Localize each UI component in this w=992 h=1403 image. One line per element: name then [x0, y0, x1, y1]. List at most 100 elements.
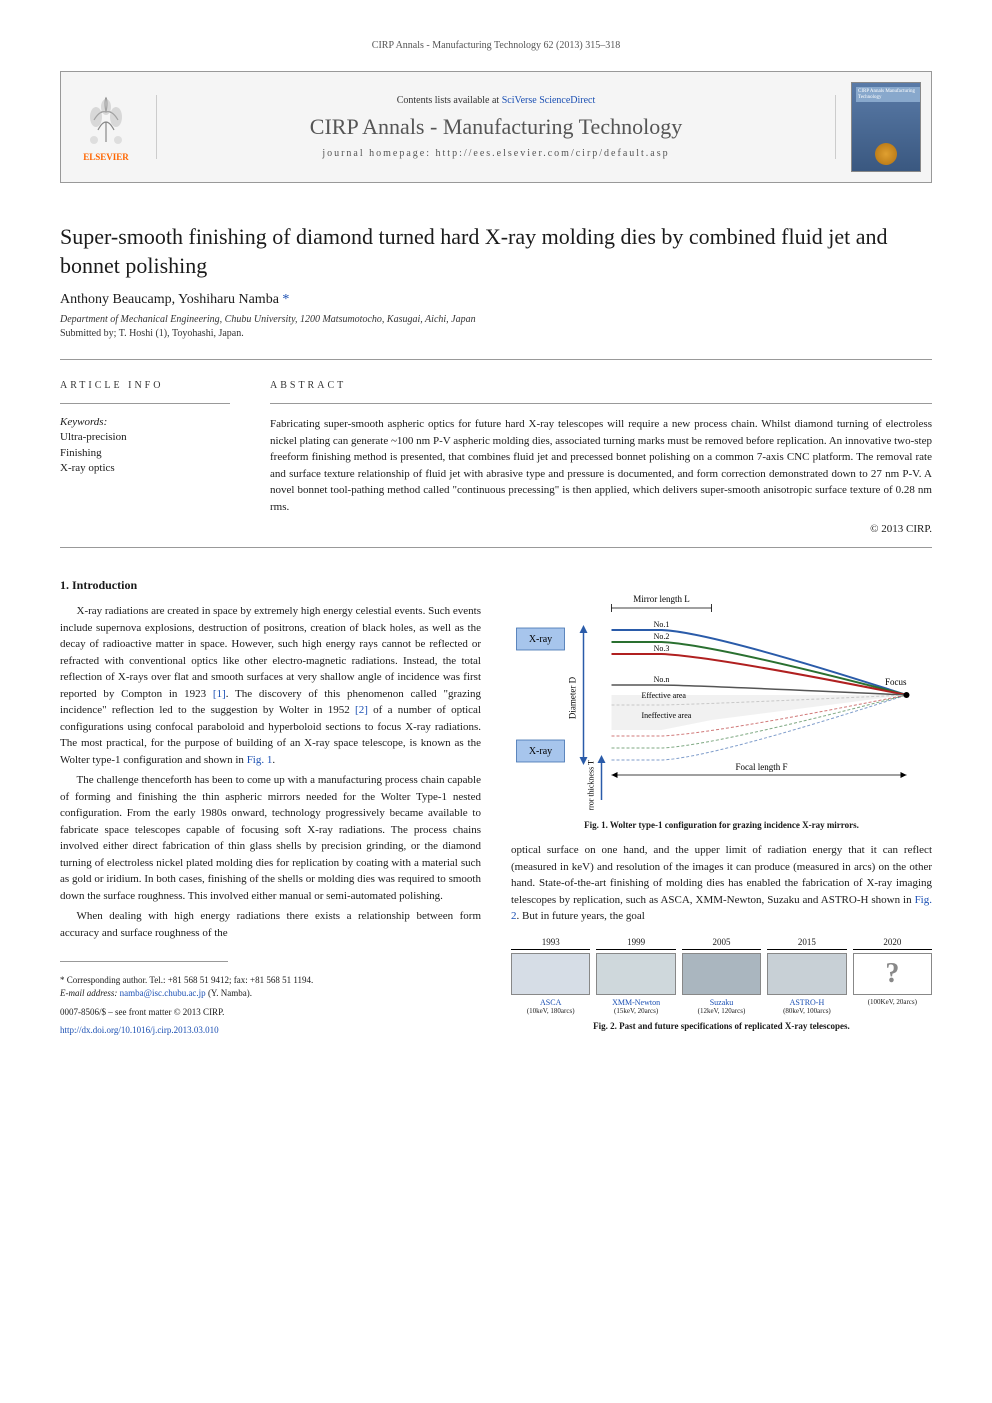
thickness-label: Mirror thickness T [587, 760, 596, 810]
elsevier-tree-icon [76, 92, 136, 152]
sciencedirect-link[interactable]: SciVerse ScienceDirect [502, 95, 596, 106]
figure-2: 1993ASCA(10keV, 180arcs)1999XMM-Newton(1… [511, 937, 932, 1031]
text: . But in future years, the goal [517, 910, 645, 922]
doi-link[interactable]: http://dx.doi.org/10.1016/j.cirp.2013.03… [60, 1025, 219, 1035]
journal-cover-thumbnail: CIRP Annals Manufacturing Technology [851, 82, 921, 172]
telescope-year: 1993 [511, 937, 590, 950]
meta-row: ARTICLE INFO Keywords: Ultra-precision F… [60, 380, 932, 535]
issn-line: 0007-8506/$ – see front matter © 2013 CI… [60, 1007, 481, 1017]
keyword: Ultra-precision [60, 430, 230, 445]
figure-2-caption: Fig. 2. Past and future specifications o… [511, 1021, 932, 1031]
abstract-text: Fabricating super-smooth aspheric optics… [270, 416, 932, 515]
focus-label: Focus [885, 677, 907, 687]
doi-line: http://dx.doi.org/10.1016/j.cirp.2013.03… [60, 1025, 481, 1035]
email-footnote: E-mail address: namba@isc.chubu.ac.jp (Y… [60, 987, 481, 1000]
divider [60, 403, 230, 404]
paragraph: X-ray radiations are created in space by… [60, 603, 481, 768]
figure-link[interactable]: Fig. 1 [247, 754, 273, 766]
author-names: Anthony Beaucamp, Yoshiharu Namba [60, 292, 279, 307]
info-heading: ARTICLE INFO [60, 380, 230, 391]
text: . [272, 754, 275, 766]
telescope-thumbnail [596, 953, 675, 995]
corresponding-marker[interactable]: * [282, 292, 289, 307]
shell-label: No.2 [654, 632, 670, 641]
focal-length-label: Focal length F [736, 762, 788, 772]
figure-1-caption: Fig. 1. Wolter type-1 configuration for … [511, 820, 932, 830]
corresponding-footnote: * Corresponding author. Tel.: +81 568 51… [60, 974, 481, 987]
telescope-spec: (80keV, 100arcs) [767, 1007, 846, 1015]
footnote-area: * Corresponding author. Tel.: +81 568 51… [60, 961, 481, 1035]
telescope-thumbnail [511, 953, 590, 995]
shell-label: No.1 [654, 620, 670, 629]
keyword: X-ray optics [60, 461, 230, 476]
ineffective-label: Ineffective area [642, 711, 692, 720]
publisher-logo: ELSEVIER [71, 87, 141, 167]
telescope-year: 1999 [596, 937, 675, 950]
affiliation: Department of Mechanical Engineering, Ch… [60, 314, 932, 325]
header-mid: Contents lists available at SciVerse Sci… [156, 95, 836, 159]
text: X-ray radiations are created in space by… [60, 605, 481, 700]
email-name: (Y. Namba). [206, 988, 252, 998]
telescope-year: 2015 [767, 937, 846, 950]
telescope-name: ASCA [511, 998, 590, 1007]
authors: Anthony Beaucamp, Yoshiharu Namba * [60, 292, 932, 308]
telescope-thumbnail: ? [853, 953, 932, 995]
left-column: 1. Introduction X-ray radiations are cre… [60, 578, 481, 1043]
telescope-item: 1999 XMM-Newton(15keV, 20arcs) [596, 937, 675, 1015]
body-columns: 1. Introduction X-ray radiations are cre… [60, 578, 932, 1043]
figure-1: Mirror length L X-ray X-ray Diameter D [511, 590, 932, 830]
submitted-by: Submitted by; T. Hoshi (1), Toyohashi, J… [60, 328, 932, 339]
footnote-rule [60, 961, 228, 962]
citation-link[interactable]: [1] [213, 688, 226, 700]
article-info: ARTICLE INFO Keywords: Ultra-precision F… [60, 380, 230, 535]
telescope-thumbnail [767, 953, 846, 995]
xray-label: X-ray [529, 634, 552, 645]
shell-label: No.n [654, 675, 670, 684]
cover-label: CIRP Annals Manufacturing Technology [856, 87, 920, 102]
abstract-heading: ABSTRACT [270, 380, 932, 391]
copyright: © 2013 CIRP. [270, 523, 932, 535]
keywords-list: Ultra-precision Finishing X-ray optics [60, 430, 230, 476]
telescope-name: ASTRO-H [767, 998, 846, 1007]
divider [60, 547, 932, 548]
shell-label: No.3 [654, 644, 670, 653]
journal-title: CIRP Annals - Manufacturing Technology [177, 114, 815, 140]
telescope-spec: (100KeV, 20arcs) [853, 998, 932, 1006]
contents-line: Contents lists available at SciVerse Sci… [177, 95, 815, 106]
telescope-thumbnail [682, 953, 761, 995]
text: optical surface on one hand, and the upp… [511, 844, 932, 906]
journal-homepage: journal homepage: http://ees.elsevier.co… [177, 148, 815, 159]
telescope-spec: (12keV, 120arcs) [682, 1007, 761, 1015]
divider [60, 359, 932, 360]
wolter-diagram: Mirror length L X-ray X-ray Diameter D [511, 590, 932, 810]
telescope-name: Suzaku [682, 998, 761, 1007]
telescope-name: XMM-Newton [596, 998, 675, 1007]
telescope-year: 2020 [853, 937, 932, 950]
email-label: E-mail address: [60, 988, 120, 998]
keyword: Finishing [60, 446, 230, 461]
citation-link[interactable]: [2] [355, 704, 368, 716]
mirror-length-label: Mirror length L [633, 594, 690, 604]
publisher-name: ELSEVIER [83, 152, 129, 162]
telescope-item: 2020? (100KeV, 20arcs) [853, 937, 932, 1006]
divider [270, 403, 932, 404]
section-heading: 1. Introduction [60, 578, 481, 593]
effective-label: Effective area [642, 691, 687, 700]
contents-text: Contents lists available at [397, 95, 502, 106]
running-header: CIRP Annals - Manufacturing Technology 6… [60, 40, 932, 51]
telescope-item: 1993 ASCA(10keV, 180arcs) [511, 937, 590, 1015]
paragraph: When dealing with high energy radiations… [60, 908, 481, 941]
telescope-item: 2015 ASTRO-H(80keV, 100arcs) [767, 937, 846, 1015]
email-link[interactable]: namba@isc.chubu.ac.jp [120, 988, 206, 998]
telescope-spec: (10keV, 180arcs) [511, 1007, 590, 1015]
xray-label: X-ray [529, 746, 552, 757]
telescope-spec: (15keV, 20arcs) [596, 1007, 675, 1015]
paragraph: optical surface on one hand, and the upp… [511, 842, 932, 925]
abstract-block: ABSTRACT Fabricating super-smooth aspher… [270, 380, 932, 535]
journal-header: ELSEVIER Contents lists available at Sci… [60, 71, 932, 183]
article-title: Super-smooth finishing of diamond turned… [60, 223, 932, 280]
keywords-label: Keywords: [60, 416, 230, 428]
diameter-label: Diameter D [568, 677, 578, 720]
telescope-item: 2005Suzaku(12keV, 120arcs) [682, 937, 761, 1015]
paragraph: The challenge thenceforth has been to co… [60, 772, 481, 904]
